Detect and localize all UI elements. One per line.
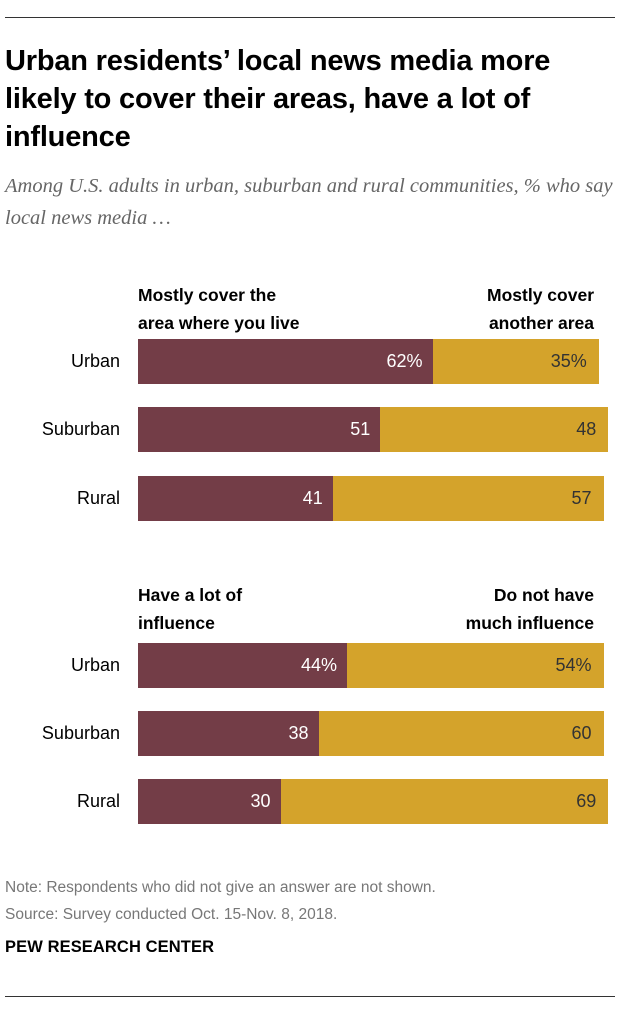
bar-segment-rural-right: 69 (280, 779, 609, 824)
data-label: 69 (576, 791, 597, 811)
data-label: 57 (571, 488, 592, 508)
source-text: Source: Survey conducted Oct. 15-Nov. 8,… (5, 906, 338, 923)
bar-segment-urban-right: 35% (432, 339, 599, 384)
category-label-rural: Rural (76, 488, 120, 508)
data-label: 35% (550, 351, 587, 371)
bar-segment-rural-left: 41 (138, 476, 333, 521)
top-rule (5, 17, 615, 18)
category-label-suburban: Suburban (41, 419, 120, 439)
data-label: 54% (555, 655, 592, 675)
bottom-rule (5, 996, 615, 997)
category-label-urban: Urban (70, 655, 120, 675)
data-label: 48 (576, 419, 597, 439)
bar-segment-suburban-left: 38 (138, 711, 319, 756)
note-text: Note: Respondents who did not give an an… (5, 879, 436, 896)
category-label-suburban: Suburban (41, 723, 120, 743)
data-label: 38 (288, 723, 309, 743)
chart-footnotes: Note: Respondents who did not give an an… (5, 874, 436, 928)
chart-title: Urban residents’ local news media more l… (5, 45, 551, 153)
bar-segment-suburban-right: 60 (318, 711, 604, 756)
legend-label-right: Mostly cover another area (487, 285, 594, 333)
category-label-urban: Urban (70, 351, 120, 371)
category-label-rural: Rural (76, 791, 120, 811)
data-label: 60 (571, 723, 592, 743)
legend-label-left: Mostly cover the area where you live (138, 285, 300, 333)
legend-label-right: Do not have much influence (465, 585, 594, 633)
bar-segment-urban-left: 44% (138, 643, 347, 688)
chart-subtitle: Among U.S. adults in urban, suburban and… (5, 175, 613, 229)
bar-segment-rural-right: 57 (332, 476, 604, 521)
bar-segment-rural-left: 30 (138, 779, 281, 824)
data-label: 51 (350, 419, 371, 439)
bar-segment-urban-left: 62% (138, 339, 433, 384)
bar-segment-urban-right: 54% (347, 643, 604, 688)
legend-label-left: Have a lot of influence (138, 585, 243, 633)
data-label: 30 (250, 791, 271, 811)
brand-logo-text: PEW RESEARCH CENTER (5, 938, 215, 956)
bar-segment-suburban-right: 48 (380, 407, 609, 452)
data-label: 44% (300, 655, 337, 675)
data-label: 41 (302, 488, 323, 508)
data-label: 62% (386, 351, 423, 371)
bar-segment-suburban-left: 51 (138, 407, 381, 452)
